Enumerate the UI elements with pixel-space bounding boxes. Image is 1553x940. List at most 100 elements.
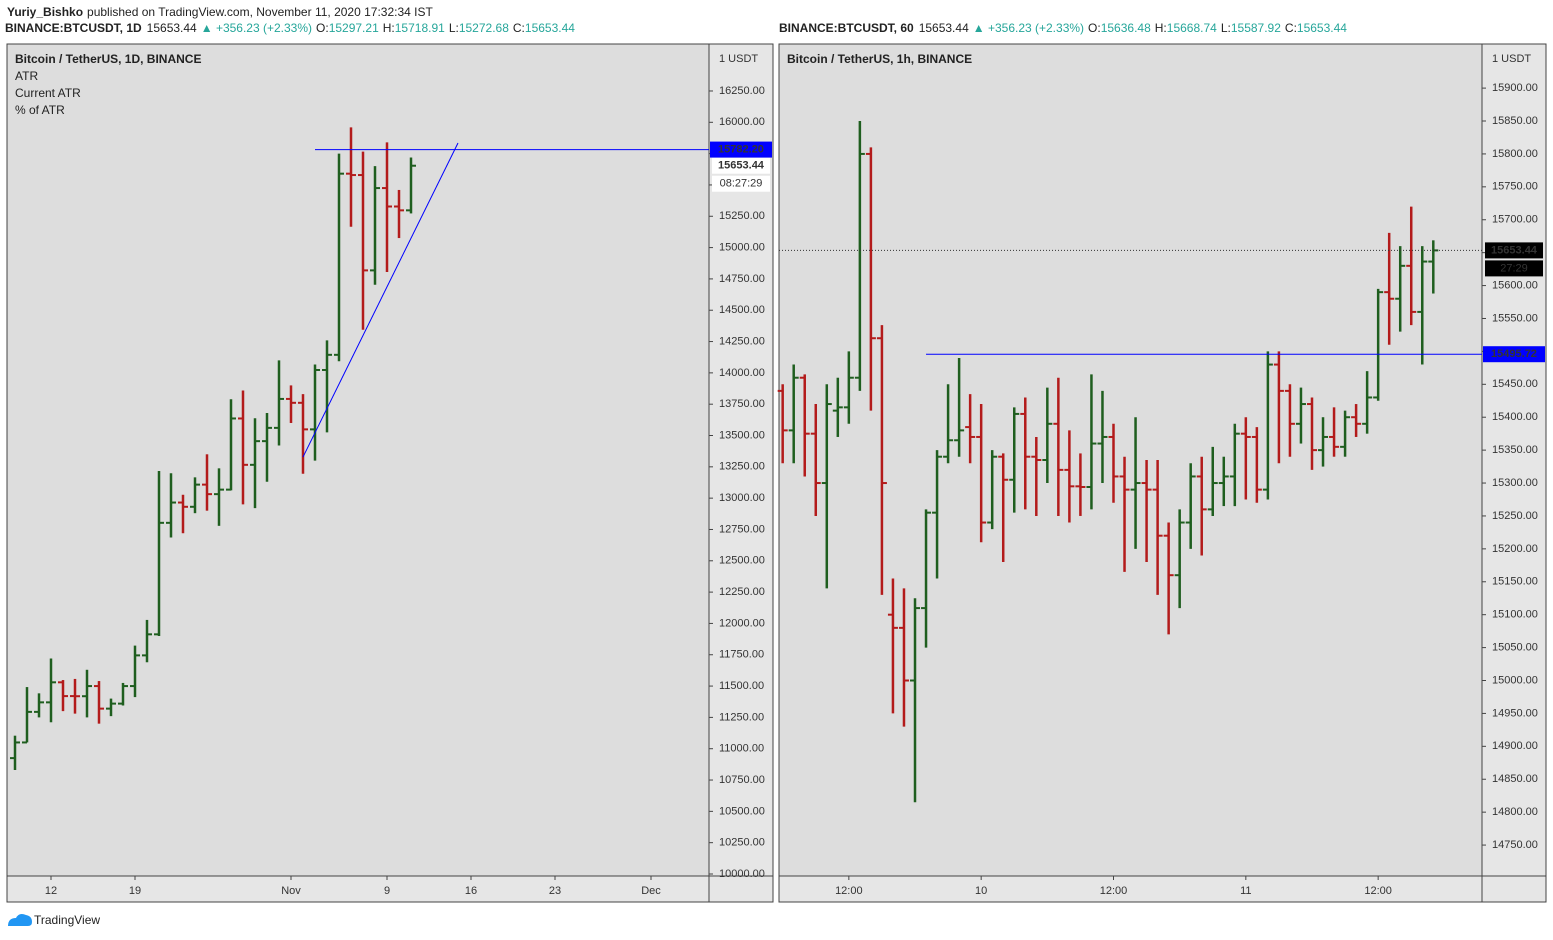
ohlc-bar	[1196, 456, 1207, 556]
ohlc-bar	[876, 325, 887, 595]
quote-line: BINANCE:BTCUSDT, 1D 15653.44 ▲ +356.23 (+2…	[5, 21, 575, 35]
indicator-label: % of ATR	[15, 103, 65, 117]
x-tick-label: 19	[129, 885, 141, 897]
x-tick-label: Dec	[641, 885, 661, 897]
quote-value: 15587.92	[1231, 21, 1281, 35]
y-tick-label: 10000.00	[719, 868, 765, 880]
ohlc-bar	[1306, 397, 1317, 470]
ohlc-bar	[987, 450, 998, 530]
ohlc-bar	[58, 680, 68, 712]
quote-key: L:	[1221, 21, 1231, 35]
last-price-label: 15653.44	[718, 160, 765, 172]
ohlc-bar	[832, 377, 843, 437]
y-tick-label: 12750.00	[719, 523, 765, 535]
y-tick-label: 15200.00	[1492, 543, 1538, 555]
ohlc-bar	[346, 127, 356, 227]
quote-key: H:	[383, 21, 395, 35]
x-tick-label: 12	[45, 885, 57, 897]
ohlc-bar	[1329, 407, 1340, 457]
ohlc-bar	[310, 364, 320, 461]
y-tick-label: 11500.00	[719, 680, 764, 692]
y-tick-label: 13250.00	[719, 461, 765, 473]
ohlc-bar	[1020, 397, 1031, 510]
ohlc-bar	[843, 351, 854, 424]
ohlc-bar	[1395, 246, 1406, 332]
ohlc-bar	[1417, 246, 1428, 365]
ohlc-bar	[202, 454, 212, 511]
ohlc-bar	[1428, 240, 1439, 294]
y-tick-label: 15450.00	[1492, 378, 1538, 390]
y-tick-label: 12250.00	[719, 586, 765, 598]
ohlc-bar	[1174, 509, 1185, 609]
ohlc-bar	[22, 687, 32, 744]
ohlc-bar	[1351, 404, 1362, 437]
y-tick-label: 15000.00	[719, 241, 765, 253]
quote-key: C:	[513, 21, 525, 35]
last-price-label: 15653.44	[1491, 244, 1538, 256]
ohlc-bar	[394, 189, 404, 239]
publish-line: Yuriy_Bishko published on TradingView.com…	[7, 5, 433, 19]
ohlc-bar	[1384, 232, 1395, 345]
ohlc-bar	[1373, 288, 1384, 401]
ohlc-bar	[250, 418, 260, 509]
pane-border	[6, 43, 774, 903]
hline-label-box	[1483, 346, 1545, 363]
ohlc-bar	[1163, 522, 1174, 635]
footer: TradingView	[34, 913, 100, 927]
y-tick-label: 15250.00	[1492, 510, 1538, 522]
symbol: BINANCE:BTCUSDT, 1D	[5, 21, 142, 35]
y-tick-label: 11000.00	[719, 743, 764, 755]
time-axis	[7, 876, 773, 902]
ohlc-bar	[298, 394, 308, 474]
ohlc-bar	[1251, 427, 1262, 503]
ohlc-bar	[70, 678, 80, 714]
ohlc-bar	[1108, 423, 1119, 503]
ohlc-bar	[1097, 390, 1108, 484]
y-tick-label: 16000.00	[719, 116, 765, 128]
ohlc-bar	[788, 364, 799, 464]
indicator-label: ATR	[15, 69, 38, 83]
y-tick-label: 10750.00	[719, 774, 765, 786]
y-tick-label: 16250.00	[719, 85, 765, 97]
y-tick-label: 15750.00	[1492, 181, 1538, 193]
ohlc-bar	[921, 509, 932, 648]
ohlc-bar	[1362, 371, 1373, 434]
x-tick-label: 12:00	[835, 885, 863, 897]
y-tick-label: 13750.00	[719, 398, 765, 410]
quote-key: O:	[316, 21, 329, 35]
countdown: 08:27:29	[720, 178, 763, 190]
quote-key: L:	[449, 21, 459, 35]
ohlc-bar	[1031, 436, 1042, 516]
ohlc-bar	[226, 399, 236, 491]
hline-label-box	[710, 141, 772, 158]
y-tick-label: 14750.00	[1492, 839, 1538, 851]
y-tick-label: 15550.00	[1492, 312, 1538, 324]
y-tick-label: 15900.00	[1492, 82, 1538, 94]
ohlc-bar	[94, 681, 104, 724]
change: ▲ +356.23 (+2.33%)	[201, 21, 312, 35]
y-tick-label: 15000.00	[1492, 674, 1538, 686]
time-axis	[779, 876, 1546, 902]
y-tick-label: 10250.00	[719, 837, 765, 849]
x-tick-label: 16	[465, 885, 477, 897]
countdown-box	[712, 175, 770, 192]
last: 15653.44	[147, 21, 197, 35]
ohlc-bar	[1218, 456, 1229, 507]
y-tick-label: 11750.00	[719, 649, 764, 661]
ohlc-bar	[1229, 423, 1240, 507]
y-tick-label: 15150.00	[1492, 576, 1538, 588]
axis-unit: 1 USDT	[1492, 53, 1531, 65]
ohlc-bar	[1042, 387, 1053, 484]
quote-value: 15718.91	[395, 21, 445, 35]
plot-area	[7, 44, 709, 876]
author: Yuriy_Bishko	[7, 5, 83, 19]
quote-value: 15653.44	[1297, 21, 1347, 35]
ohlc-bar	[214, 468, 224, 526]
y-tick-label: 14850.00	[1492, 773, 1538, 785]
ohlc-bar	[1086, 374, 1097, 510]
x-tick-label: 23	[549, 885, 561, 897]
ohlc-bar	[358, 151, 368, 330]
y-tick-label: 14900.00	[1492, 740, 1538, 752]
y-tick-label: 15350.00	[1492, 444, 1538, 456]
ohlc-bar	[777, 384, 788, 464]
